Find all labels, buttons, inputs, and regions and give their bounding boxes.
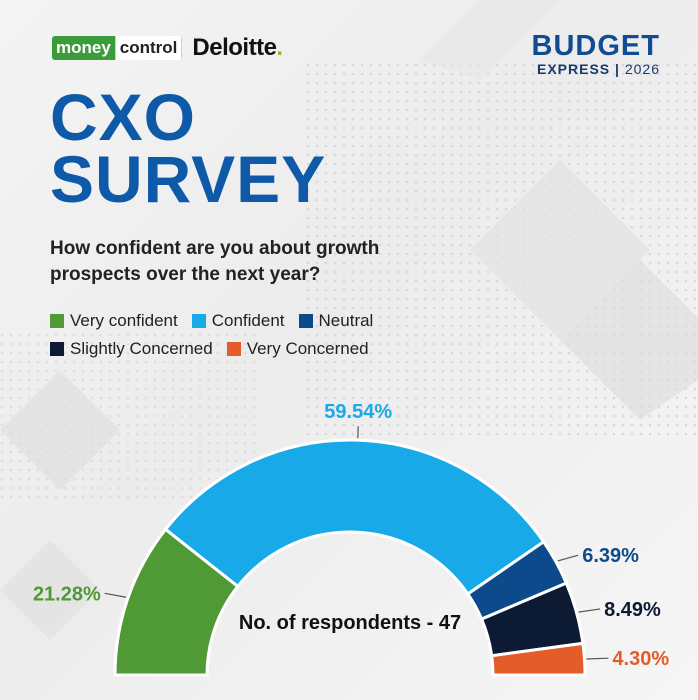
legend-item-confident: Confident xyxy=(191,310,285,332)
leader-line-very-confident xyxy=(104,592,127,598)
slice-very-concerned xyxy=(490,641,587,677)
data-label-neutral: 6.39% xyxy=(582,545,639,567)
budget-logo-line2: EXPRESS | 2026 xyxy=(537,61,660,77)
logo-group: money control Deloitte. xyxy=(52,34,283,62)
leader-line-neutral xyxy=(557,554,579,562)
legend-item-very-confident: Very confident xyxy=(50,310,178,332)
budget-express-logo: BUDGET EXPRESS | 2026 xyxy=(531,30,660,78)
data-label-very-concerned: 4.30% xyxy=(612,648,669,670)
leader-line-very-concerned xyxy=(586,657,609,660)
legend-swatch xyxy=(191,314,206,328)
legend-label: Neutral xyxy=(318,311,374,330)
survey-question: How confident are you about growth prosp… xyxy=(50,238,380,285)
respondents-note: No. of respondents - 47 xyxy=(238,612,462,634)
page-title: CXO SURVEY xyxy=(50,80,327,216)
chart-legend: Very confident Confident Neutral Slightly C… xyxy=(50,310,470,360)
legend-label: Very confident xyxy=(70,311,178,330)
leader-line-slightly-concerned xyxy=(578,608,601,613)
slice-confident xyxy=(163,438,546,597)
budget-logo-express: EXPRESS xyxy=(537,61,611,77)
legend-label: Very Concerned xyxy=(246,339,369,358)
legend-item-neutral: Neutral xyxy=(298,310,374,332)
budget-logo-year: 2026 xyxy=(624,61,660,77)
deloitte-logo-text: Deloitte xyxy=(192,34,277,61)
moneycontrol-logo-part-b: control xyxy=(114,36,183,60)
legend-swatch xyxy=(50,342,64,356)
legend-label: Confident xyxy=(211,311,285,330)
legend-item-slightly-concerned: Slightly Concerned xyxy=(50,338,213,360)
data-label-confident: 59.54% xyxy=(324,401,392,423)
moneycontrol-logo: money control xyxy=(52,36,183,60)
data-label-very-confident: 21.28% xyxy=(33,583,101,605)
legend-swatch xyxy=(298,314,313,328)
legend-label: Slightly Concerned xyxy=(70,339,213,358)
legend-swatch xyxy=(50,314,64,328)
legend-item-very-concerned: Very Concerned xyxy=(226,338,369,360)
legend-swatch xyxy=(226,342,241,356)
moneycontrol-logo-part-a: money xyxy=(52,36,115,60)
title-line-1: CXO xyxy=(50,80,197,154)
deloitte-logo: Deloitte. xyxy=(192,34,283,61)
budget-logo-line1: BUDGET xyxy=(531,30,660,62)
data-label-slightly-concerned: 8.49% xyxy=(604,599,661,621)
title-line-2: SURVEY xyxy=(50,142,327,216)
